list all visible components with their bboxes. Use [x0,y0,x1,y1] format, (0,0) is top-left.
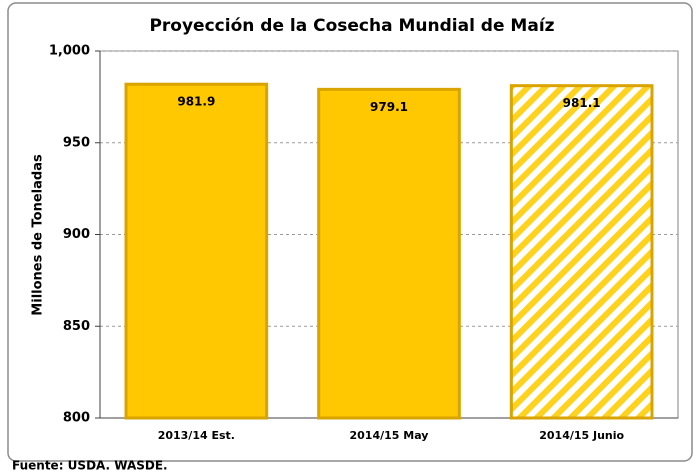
value-label: 981.1 [563,96,601,110]
value-label: 981.9 [177,95,215,109]
y-tick-label: 800 [63,411,90,426]
bar [124,82,269,420]
y-tick-label: 950 [63,135,90,150]
bar [509,84,654,420]
x-tick-label: 2014/15 Junio [539,429,624,442]
y-tick-label: 900 [63,227,90,242]
chart-title: Proyección de la Cosecha Mundial de Maíz [149,16,554,36]
x-tick-label: 2013/14 Est. [158,429,235,442]
x-tick-label: 2014/15 May [350,429,429,442]
y-tick-label: 850 [63,319,90,334]
value-label: 979.1 [370,100,408,114]
y-axis-title: Millones de Toneladas [31,154,46,316]
y-tick-label: 1,000 [49,44,90,59]
bar [317,87,461,420]
source-note: Fuente: USDA. WASDE. [12,459,168,473]
